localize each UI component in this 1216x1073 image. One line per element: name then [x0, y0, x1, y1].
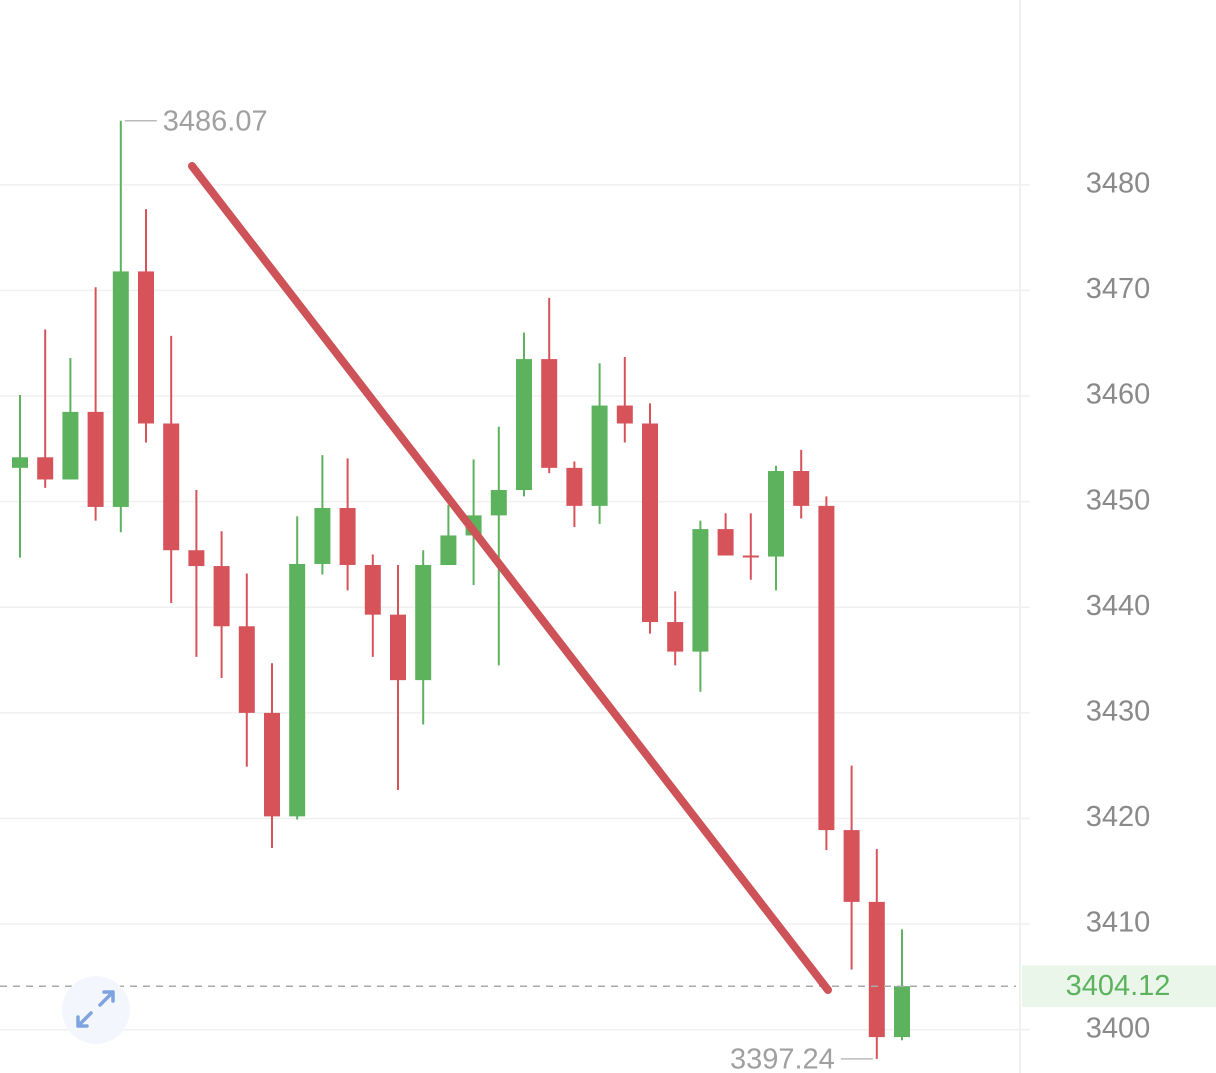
candle-body [894, 986, 910, 1038]
candle-body [742, 555, 759, 558]
candle-body [112, 271, 129, 507]
candle-body [591, 405, 608, 506]
candle-body [37, 457, 54, 480]
candle-body [87, 411, 104, 507]
candle-body [541, 359, 558, 468]
low-label: 3397.24 [730, 1044, 835, 1073]
candle-body [642, 423, 658, 623]
candle-body [616, 405, 633, 424]
y-tick-label: 3410 [1086, 907, 1151, 939]
candle-body [238, 626, 255, 713]
trend-line [188, 162, 832, 994]
y-tick-label: 3460 [1086, 379, 1151, 411]
candle-body [667, 622, 684, 652]
high-label: 3486.07 [163, 105, 268, 137]
candle-body [868, 901, 885, 1038]
candle-body [163, 423, 180, 551]
last-price-box [1022, 965, 1216, 1008]
last-price-label: 3404.12 [1066, 970, 1171, 1002]
y-tick-label: 3420 [1086, 801, 1151, 833]
candle-body [793, 471, 810, 506]
y-tick-label: 3400 [1086, 1012, 1151, 1044]
y-tick-label: 3470 [1086, 273, 1151, 305]
plot: 3400 3410 3420 3430 3440 3450 3460 3470 3480 3486… [0, 105, 1216, 1073]
candle-body [843, 830, 860, 902]
candle-body [339, 507, 356, 566]
candle-body [314, 507, 331, 564]
candle-body [289, 563, 306, 817]
candle-body [818, 505, 835, 831]
candle-body [188, 550, 205, 567]
candle-body [364, 565, 381, 615]
candle-body [12, 457, 28, 468]
expand-button[interactable] [62, 976, 130, 1044]
candle-body [264, 712, 280, 817]
candle-body [415, 565, 432, 681]
candle-body [390, 614, 406, 681]
y-tick-label: 3480 [1086, 167, 1151, 199]
y-tick-label: 3430 [1086, 696, 1151, 728]
candle-body [213, 566, 230, 627]
y-tick-label: 3450 [1086, 484, 1151, 516]
candle-body [440, 535, 457, 566]
y-tick-label: 3440 [1086, 590, 1151, 622]
candle-body [717, 529, 734, 556]
candle-body [692, 529, 709, 652]
candle-body [62, 411, 79, 480]
candle-body [768, 471, 784, 557]
candle-body [490, 490, 507, 516]
candle-body [138, 271, 154, 424]
candle-body [516, 359, 532, 491]
candle-body [566, 467, 583, 506]
